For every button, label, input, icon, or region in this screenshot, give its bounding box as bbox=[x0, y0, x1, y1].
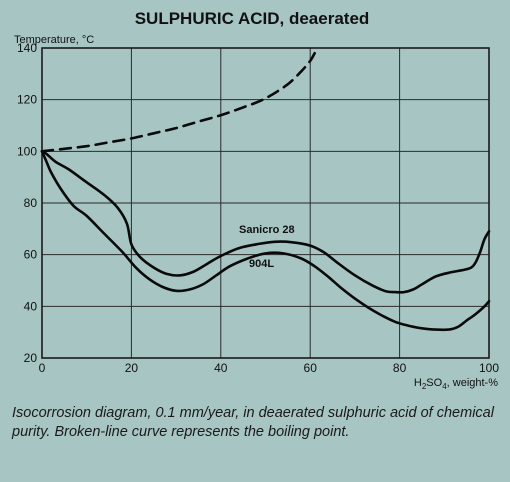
y-tick-label: 140 bbox=[17, 41, 37, 55]
series-line-sanicro-28 bbox=[40, 150, 491, 294]
series-line-dashed bbox=[40, 51, 316, 153]
x-tick-label: 100 bbox=[479, 361, 499, 375]
x-tick-labels: 0 20 40 60 80 100 bbox=[39, 361, 500, 375]
x-tick-label: 40 bbox=[214, 361, 228, 375]
grid bbox=[41, 47, 490, 359]
y-tick-label: 40 bbox=[24, 299, 38, 313]
x-axis-title-sub-2: 2 bbox=[422, 382, 427, 391]
y-tick-label: 60 bbox=[24, 248, 38, 262]
series-label-904l: 904L bbox=[249, 258, 274, 270]
y-tick-label: 120 bbox=[17, 93, 37, 107]
figure-caption: Isocorrosion diagram, 0.1 mm/year, in de… bbox=[12, 405, 494, 440]
plot-frame bbox=[41, 47, 490, 359]
x-tick-label: 20 bbox=[125, 361, 139, 375]
x-axis-title-units: , weight-% bbox=[447, 377, 499, 389]
y-tick-label: 100 bbox=[17, 144, 37, 158]
series-label-sanicro-28: Sanicro 28 bbox=[239, 224, 295, 236]
y-tick-label: 20 bbox=[24, 351, 38, 365]
chart-title: SULPHURIC ACID, deaerated bbox=[135, 9, 370, 28]
x-axis-title-so: SO bbox=[426, 377, 442, 389]
x-tick-label: 80 bbox=[393, 361, 407, 375]
y-tick-labels: 20 40 60 80 100 120 140 bbox=[17, 41, 37, 365]
x-tick-label: 0 bbox=[39, 361, 46, 375]
series-group bbox=[40, 51, 491, 332]
chart-canvas: SULPHURIC ACID, deaerated Temperature, °… bbox=[14, 9, 500, 391]
x-axis-title-sub-4: 4 bbox=[442, 382, 447, 391]
y-axis-title: Temperature, °C bbox=[14, 34, 94, 46]
y-tick-label: 80 bbox=[24, 196, 38, 210]
x-axis-title: H2SO4, weight-% bbox=[414, 377, 498, 391]
x-axis-title-h: H bbox=[414, 377, 422, 389]
series-line-904l bbox=[40, 150, 491, 332]
x-tick-label: 60 bbox=[304, 361, 318, 375]
